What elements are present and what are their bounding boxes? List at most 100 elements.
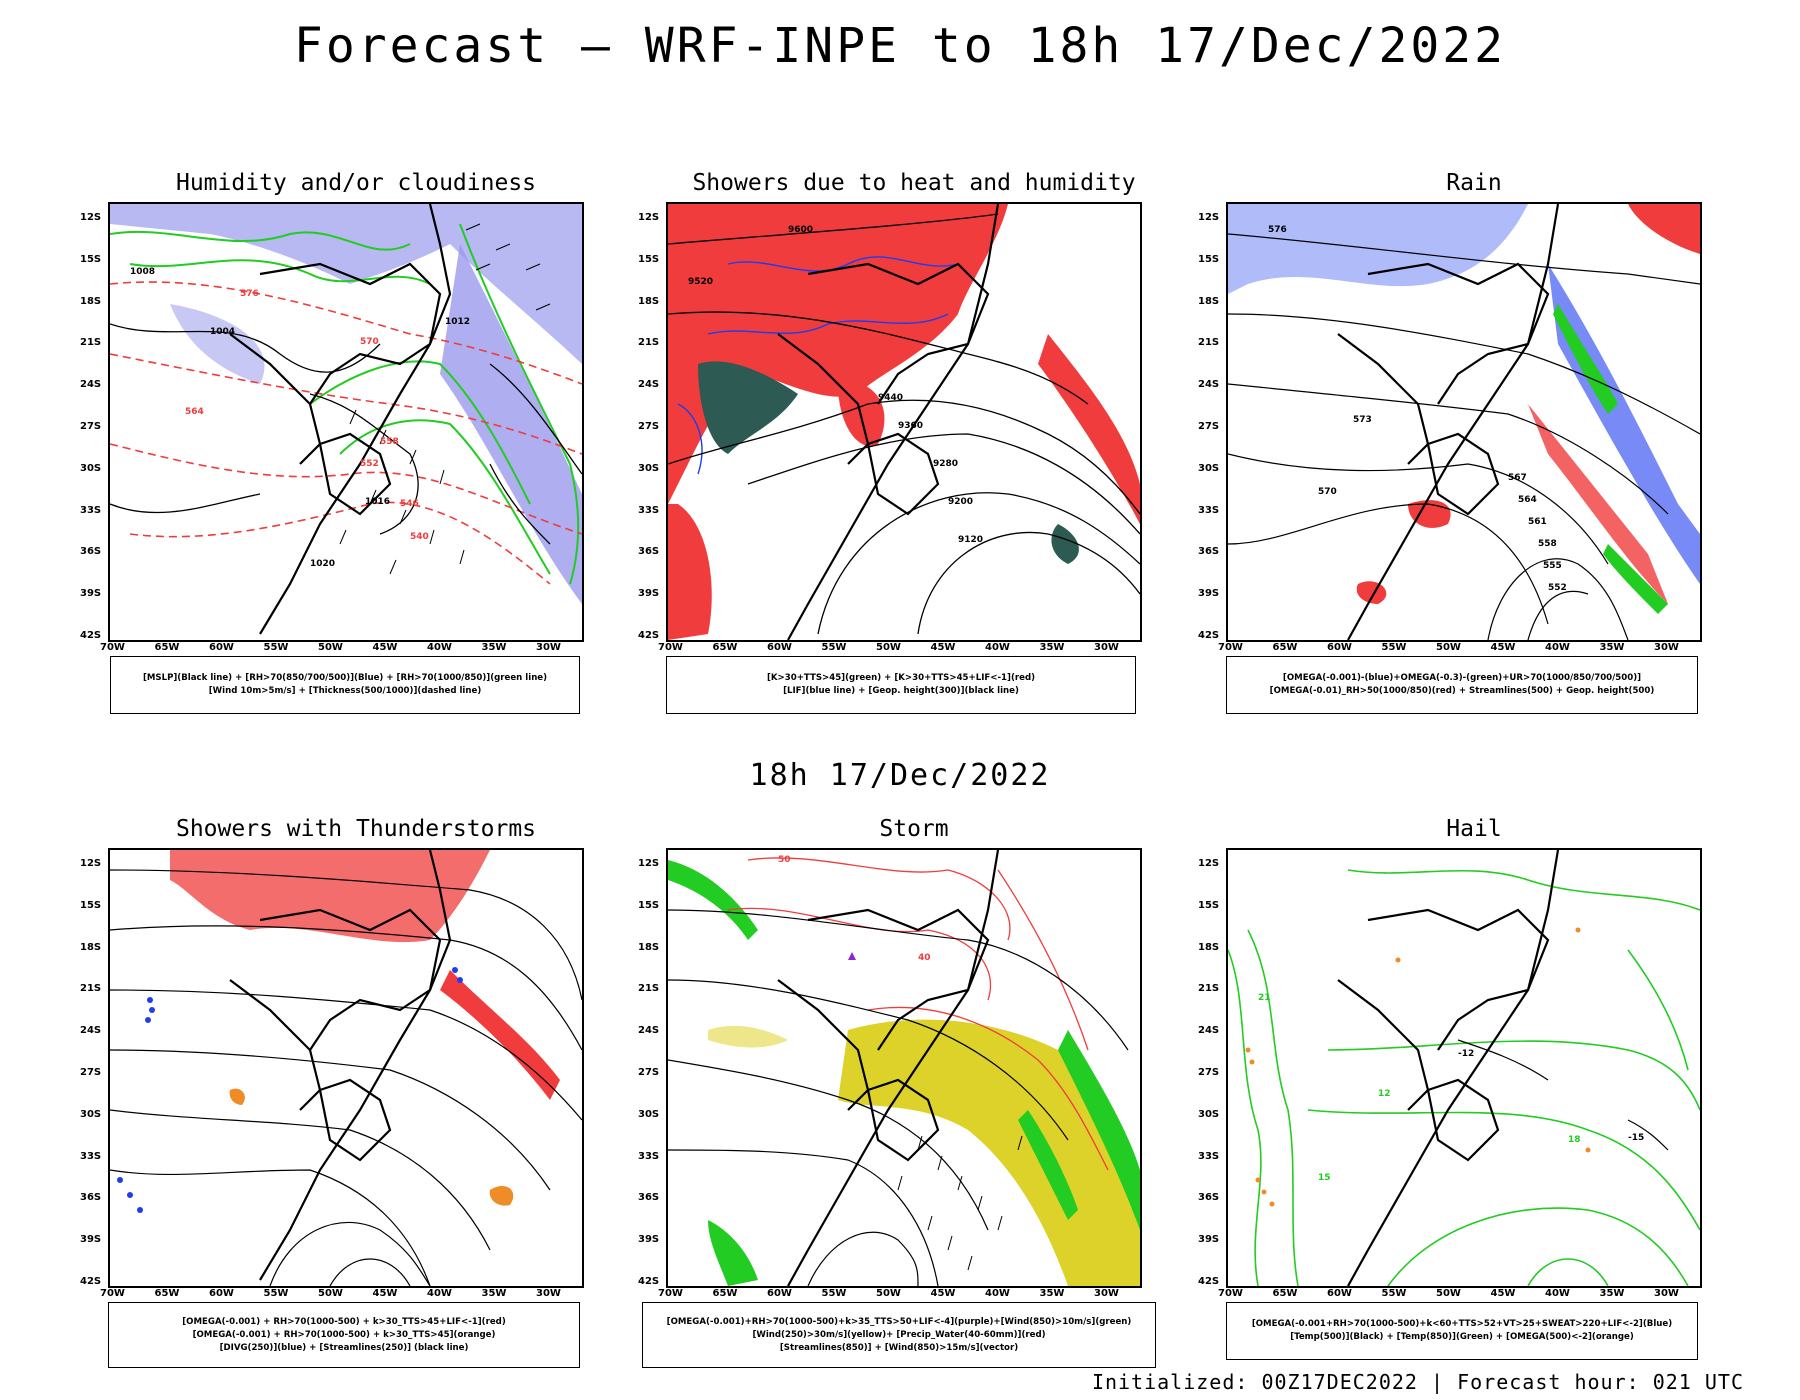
contour-label: 576: [240, 289, 259, 299]
lat-tick-label: 12S: [638, 858, 660, 869]
lon-tick-label: 35W: [481, 1288, 507, 1299]
omega-rh-area: [1628, 204, 1700, 254]
lon-tick-label: 50W: [876, 642, 901, 653]
map-frame: 1008 1004 1012 1016 1020 576 570 564 558…: [108, 202, 584, 642]
contour-label: 570: [1318, 487, 1337, 497]
lon-tick-label: 65W: [1272, 642, 1298, 653]
legend-line: [DIVG(250)](blue) + [Streamlines(250)] (…: [219, 1342, 469, 1353]
omega-500-orange: [1245, 927, 1591, 1207]
legend-line: [MSLP](Black line) + [RH>70(850/700/500)…: [142, 673, 548, 683]
contour-label: 558: [1538, 539, 1557, 549]
streamlines-500: [1228, 233, 1700, 640]
contour-label: 552: [1548, 583, 1567, 593]
lon-tick-label: 60W: [209, 1288, 234, 1299]
contour-label: 570: [360, 337, 379, 347]
borders: [777, 850, 1000, 1286]
lon-tick-label: 30W: [1094, 642, 1119, 653]
legend-line: [OMEGA(-0.001) + RH>70(1000-500) + k>30_…: [182, 1316, 506, 1327]
lat-tick-label: 36S: [1198, 546, 1220, 558]
lat-tick-label: 15S: [1198, 899, 1220, 911]
lon-tick-label: 40W: [1545, 1288, 1570, 1299]
contour-label: 9280: [933, 459, 958, 469]
legend-box: [K>30+TTS>45](green) + [K>30+TTS>45+LIF<…: [666, 656, 1136, 714]
lat-tick-label: 42S: [1198, 1276, 1220, 1287]
lon-tick-label: 35W: [1599, 1288, 1625, 1299]
contour-label: 573: [1353, 415, 1372, 425]
k-tts-lif-area: [668, 204, 1008, 504]
borders: [1337, 850, 1560, 1286]
contour-label: 558: [380, 437, 399, 447]
lat-tick-label: 27S: [80, 421, 102, 432]
omega-rh-area: [1356, 581, 1387, 604]
geop-height-300: [668, 213, 1140, 635]
legend-box: [OMEGA(-0.001+RH>70(1000-500)+k<60+TTS>5…: [1226, 1302, 1698, 1360]
lon-tick-label: 55W: [821, 642, 847, 653]
lon-tick-label: 60W: [1327, 1288, 1352, 1299]
lat-tick-label: 12S: [1198, 858, 1220, 869]
lat-tick-label: 24S: [1198, 379, 1220, 391]
map-hail: -12 -15 12 15 18 21: [1228, 850, 1700, 1286]
valid-time-title: 18h 17/Dec/2022: [749, 758, 1051, 793]
lat-tick-label: 12S: [638, 212, 660, 223]
omega-strong-area: [1553, 304, 1618, 414]
contour-labels: 576 573 570 567 564 561 558 555 552: [1268, 225, 1567, 593]
lat-tick-label: 15S: [80, 899, 102, 911]
contour-label: 9200: [948, 497, 973, 507]
contour-label: 40: [918, 953, 931, 963]
lat-tick-label: 27S: [1198, 421, 1220, 432]
lat-tick-label: 18S: [638, 941, 660, 953]
panel-hail: Hail: [1194, 816, 1754, 1360]
legend-box: [MSLP](Black line) + [RH>70(850/700/500)…: [110, 656, 580, 714]
lon-tick-label: 45W: [930, 1288, 956, 1299]
legend-line: [Temp(500)](Black) + [Temp(850)](Green) …: [1290, 1332, 1634, 1342]
lat-tick-label: 27S: [1198, 1067, 1220, 1078]
panel-humidity: Humidity and/or cloudiness: [76, 170, 636, 714]
thickness-lines: [110, 281, 582, 585]
lat-tick-label: 21S: [638, 337, 660, 349]
legend-box: [OMEGA(-0.001) + RH>70(1000-500) + k>30_…: [108, 1302, 580, 1368]
divergence-points: [117, 967, 463, 1213]
contour-label: 564: [1518, 495, 1537, 505]
lat-tick-label: 21S: [80, 983, 102, 995]
lat-tick-label: 27S: [80, 1067, 102, 1078]
streamlines-850: [668, 909, 1129, 1286]
borders: [1337, 204, 1560, 640]
panel-rain: Rain: [1194, 170, 1754, 714]
lat-tick-label: 15S: [638, 253, 660, 265]
lon-tick-label: 65W: [712, 642, 738, 653]
legend-line: [OMEGA(-0.001)-(blue)+OMEGA(-0.3)-(green…: [1282, 673, 1642, 683]
lat-tick-label: 30S: [638, 1108, 660, 1120]
temp-850-lines: [1228, 869, 1700, 1286]
lat-tick-label: 30S: [638, 462, 660, 474]
panel-showers-heat: Showers due to heat and humidity: [634, 170, 1194, 714]
lon-tick-label: 60W: [767, 1288, 792, 1299]
lon-tick-label: 45W: [1490, 642, 1516, 653]
lat-tick-label: 24S: [80, 1025, 102, 1037]
map-showers-heat: 9600 9520 9440 9360 9280 9200 9120: [668, 204, 1140, 640]
lat-tick-label: 15S: [1198, 253, 1220, 265]
lon-tick-label: 65W: [154, 642, 180, 653]
legend-line: [OMEGA(-0.001) + RH>70(1000-500) + k>30_…: [192, 1329, 496, 1340]
omega-rh-area: [1528, 404, 1668, 604]
lat-tick-label: 30S: [80, 462, 102, 474]
lon-tick-label: 55W: [1381, 1288, 1407, 1299]
borders: [229, 204, 452, 635]
orange-area: [489, 1185, 514, 1206]
map-thunderstorms: [110, 850, 582, 1286]
lon-tick-label: 55W: [1381, 642, 1407, 653]
k-tts-area: [1051, 524, 1079, 564]
init-footer: Initialized: 00Z17DEC2022 | Forecast hou…: [1091, 1370, 1744, 1394]
panel-title: Showers due to heat and humidity: [692, 170, 1136, 196]
contour-label: 546: [400, 499, 419, 509]
lat-tick-label: 39S: [638, 588, 660, 600]
contour-label: 12: [1378, 1089, 1391, 1099]
wind-vectors: [339, 223, 551, 575]
lon-tick-label: 35W: [481, 642, 507, 653]
lat-tick-label: 33S: [80, 1150, 102, 1162]
lon-tick-label: 65W: [154, 1288, 180, 1299]
contour-label: 9600: [788, 225, 813, 235]
contour-labels: 9600 9520 9440 9360 9280 9200 9120: [688, 225, 983, 545]
lon-tick-label: 45W: [1490, 1288, 1516, 1299]
lat-tick-label: 36S: [638, 1192, 660, 1204]
lat-tick-label: 30S: [1198, 462, 1220, 474]
